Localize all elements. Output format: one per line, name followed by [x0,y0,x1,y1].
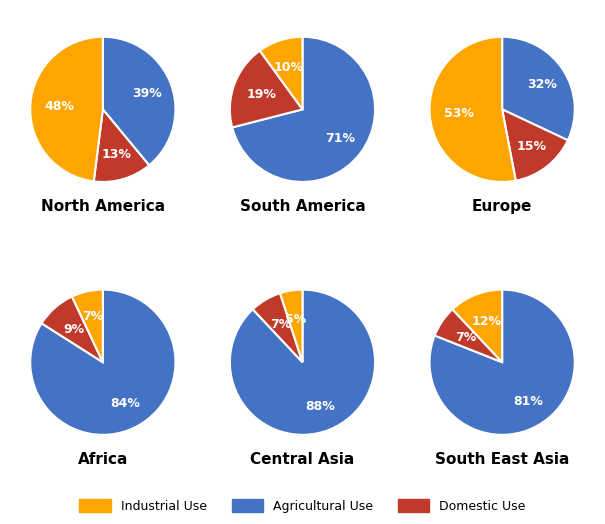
Text: 7%: 7% [456,331,477,344]
Text: 13%: 13% [101,148,131,161]
Wedge shape [280,290,302,362]
Title: North America: North America [41,199,165,214]
Title: Europe: Europe [472,199,532,214]
Text: 15%: 15% [516,140,546,153]
Wedge shape [94,110,149,182]
Wedge shape [30,290,175,435]
Text: 12%: 12% [471,315,501,328]
Text: 84%: 84% [111,397,140,410]
Wedge shape [232,37,375,182]
Title: South America: South America [240,199,365,214]
Wedge shape [230,290,375,435]
Wedge shape [253,293,302,362]
Wedge shape [30,37,103,181]
Text: 7%: 7% [270,318,291,331]
Wedge shape [502,37,575,140]
Wedge shape [260,37,302,110]
Wedge shape [103,37,175,165]
Text: 88%: 88% [305,400,335,412]
Text: 71%: 71% [325,132,355,145]
Text: 5%: 5% [285,313,306,326]
Text: 39%: 39% [132,87,162,100]
Title: Africa: Africa [77,452,128,467]
Wedge shape [72,290,103,362]
Text: 81%: 81% [514,395,544,408]
Title: Central Asia: Central Asia [250,452,355,467]
Wedge shape [430,290,575,435]
Wedge shape [453,290,502,362]
Wedge shape [430,37,515,182]
Text: 10%: 10% [274,61,304,74]
Text: 19%: 19% [247,88,276,101]
Text: 53%: 53% [444,107,474,120]
Text: 32%: 32% [527,78,557,91]
Legend: Industrial Use, Agricultural Use, Domestic Use: Industrial Use, Agricultural Use, Domest… [74,494,531,518]
Wedge shape [434,309,502,362]
Wedge shape [502,110,568,181]
Text: 9%: 9% [64,323,85,336]
Text: 48%: 48% [44,100,74,113]
Title: South East Asia: South East Asia [435,452,569,467]
Wedge shape [230,51,302,127]
Wedge shape [42,297,103,362]
Text: 7%: 7% [82,310,103,323]
